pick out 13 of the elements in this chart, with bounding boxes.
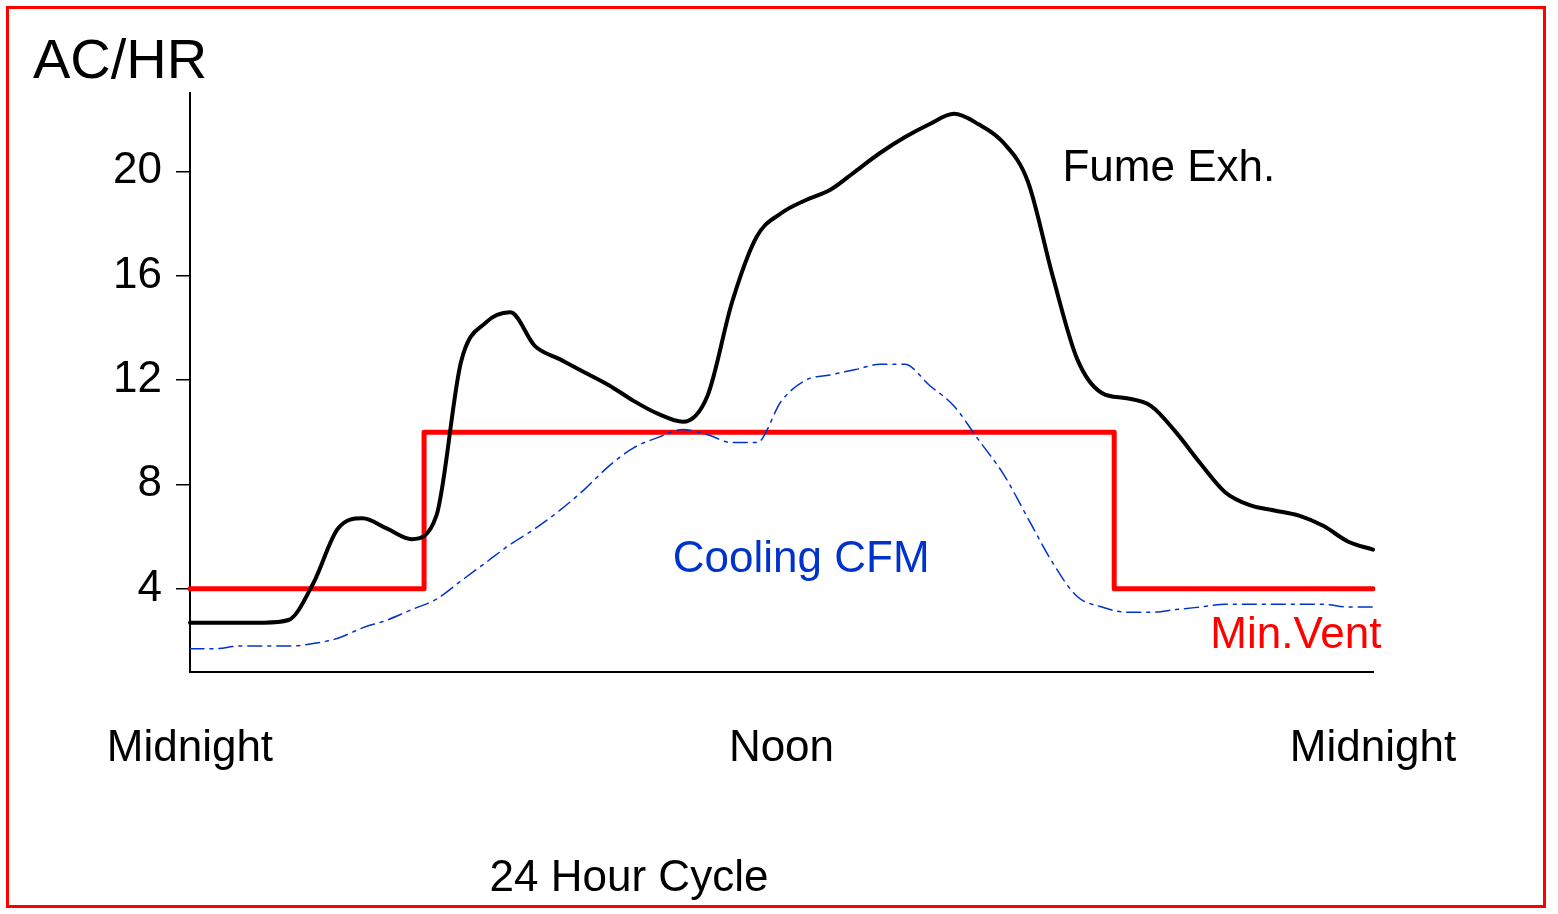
x-axis-title: 24 Hour Cycle — [489, 851, 769, 901]
text: Cooling CFM — [672, 532, 930, 582]
x-tick-label: Noon — [728, 720, 835, 770]
series-label: Min.Vent — [1210, 607, 1382, 657]
y-tick-label: 12 — [112, 352, 162, 402]
x-tick-label: Midnight — [106, 720, 274, 770]
y-tick-label: 4 — [137, 560, 162, 610]
y-tick-label: 8 — [137, 456, 162, 506]
series-label: Fume Exh. — [1062, 140, 1276, 190]
y-axis-title: AC/HR — [33, 27, 208, 91]
y-tick-label: 20 — [112, 143, 162, 193]
x-tick-label: Midnight — [1289, 720, 1457, 770]
y-tick-label: 16 — [112, 247, 162, 297]
